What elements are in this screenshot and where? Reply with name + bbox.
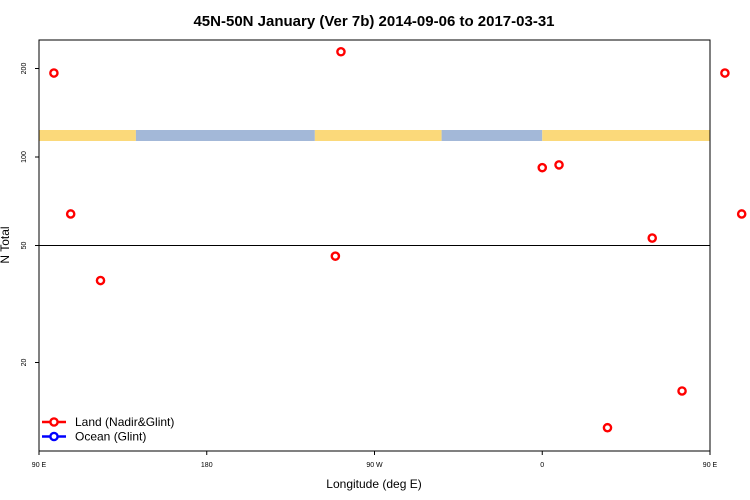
y-tick-label: 50 bbox=[21, 242, 28, 250]
map-segment-ocean bbox=[135, 130, 315, 141]
data-point bbox=[537, 162, 548, 173]
data-point bbox=[336, 46, 346, 57]
map-segment-land bbox=[542, 130, 710, 141]
x-tick-label: 180 bbox=[201, 462, 213, 469]
x-tick-label: 0 bbox=[540, 462, 544, 469]
map-segment-ocean bbox=[441, 130, 543, 141]
y-tick-label: 20 bbox=[21, 359, 28, 367]
legend-entry: Land (Nadir&Glint) bbox=[42, 415, 174, 429]
y-axis-label: N Total bbox=[0, 226, 12, 263]
data-point bbox=[49, 68, 59, 78]
data-point bbox=[677, 386, 687, 396]
x-tick-label: 90 E bbox=[703, 462, 718, 469]
y-tick-label: 100 bbox=[21, 151, 28, 163]
data-points bbox=[49, 46, 747, 433]
legend: Land (Nadir&Glint)Ocean (Glint) bbox=[42, 415, 174, 444]
x-axis: 90 E 180 90 W 0 90 E bbox=[32, 451, 718, 469]
legend-label: Land (Nadir&Glint) bbox=[75, 415, 174, 429]
data-point bbox=[602, 422, 613, 433]
x-tick-label: 90 E bbox=[32, 462, 47, 469]
data-point bbox=[65, 209, 76, 219]
legend-marker bbox=[49, 431, 59, 442]
data-point bbox=[647, 233, 658, 243]
y-tick-label: 200 bbox=[21, 63, 28, 75]
chart-title: 45N-50N January (Ver 7b) 2014-09-06 to 2… bbox=[193, 13, 554, 30]
map-strip bbox=[39, 130, 710, 141]
legend-marker bbox=[49, 417, 59, 427]
data-point bbox=[330, 251, 341, 261]
x-axis-label: Longitude (deg E) bbox=[326, 477, 421, 491]
data-point bbox=[736, 209, 747, 219]
map-segment-land bbox=[39, 130, 136, 141]
map-segment-land bbox=[314, 130, 442, 141]
legend-entry: Ocean (Glint) bbox=[42, 430, 146, 444]
data-point bbox=[554, 160, 564, 170]
data-point bbox=[720, 68, 730, 78]
x-tick-label: 90 W bbox=[366, 462, 383, 469]
legend-label: Ocean (Glint) bbox=[75, 430, 146, 444]
data-point bbox=[95, 275, 106, 286]
y-axis: 20 50 100 200 bbox=[21, 63, 39, 367]
